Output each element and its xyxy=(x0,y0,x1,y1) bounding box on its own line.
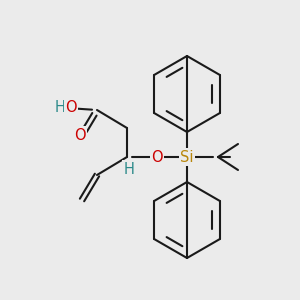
Text: H: H xyxy=(55,100,65,116)
Text: H: H xyxy=(124,161,134,176)
Text: O: O xyxy=(65,100,77,116)
Text: Si: Si xyxy=(180,149,194,164)
Text: O: O xyxy=(151,151,163,166)
Text: O: O xyxy=(74,128,86,142)
